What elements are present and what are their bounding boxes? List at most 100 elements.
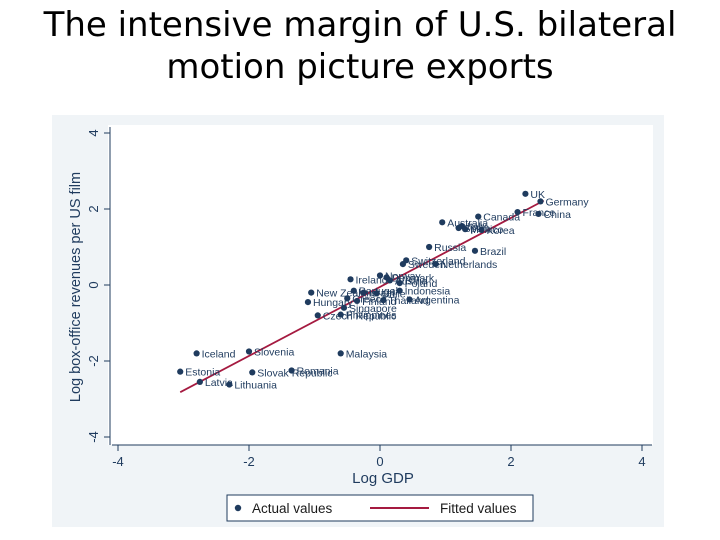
point-estonia <box>177 368 184 375</box>
point-sweden <box>399 261 407 268</box>
point-label-slovenia: Slovenia <box>254 347 294 359</box>
point-label-israel: Israel <box>369 288 395 300</box>
point-singapore <box>340 304 348 311</box>
point-label-france: France <box>523 207 556 219</box>
slide-title: The intensive margin of U.S. bilateral m… <box>0 4 720 88</box>
point-label-sweden: Sweden <box>408 259 446 271</box>
point-indonesia <box>396 287 403 294</box>
point-slovenia <box>245 348 253 355</box>
point-ireland <box>347 276 354 283</box>
point-germany <box>537 198 544 205</box>
y-tick-label: 2 <box>86 205 101 212</box>
chart-frame: -4 -2 0 2 4 -4 -2 0 2 4 UK Germany France China Canad… <box>52 115 664 527</box>
point-label-spain: Spain <box>464 223 491 235</box>
point-label-estonia: Estonia <box>185 367 220 379</box>
point-netherlands <box>432 261 439 268</box>
point-austria <box>386 277 393 284</box>
legend-marker-actual <box>234 504 242 512</box>
point-lithuania <box>226 381 233 388</box>
point-canada <box>475 213 482 220</box>
point-label-new-zealand: New Zealand <box>316 288 378 300</box>
point-czech-republic <box>314 312 321 319</box>
point-label-china: China <box>544 209 572 221</box>
point-label-malaysia: Malaysia <box>346 348 388 360</box>
x-tick-label: 4 <box>638 454 645 469</box>
point-israel <box>360 289 367 296</box>
point-label-hungary: Hungary <box>313 297 353 309</box>
plot-area <box>108 125 653 445</box>
point-label-austria: Austria <box>395 275 428 287</box>
point-norway <box>376 272 384 279</box>
point-russia <box>426 243 433 251</box>
point-label-greece: Greece <box>352 293 387 305</box>
point-slovak-republic <box>249 369 256 376</box>
point-label-uk: UK <box>530 189 545 201</box>
point-greece <box>344 295 351 302</box>
point-label-slovak-republic: Slovak Republic <box>257 367 332 379</box>
point-new-zealand <box>308 289 315 296</box>
point-hungary <box>304 299 312 306</box>
point-china <box>535 210 542 218</box>
x-tick-label: 0 <box>376 454 383 469</box>
point-argentina <box>406 296 413 303</box>
point-label-philippines: Philippines <box>346 310 397 322</box>
point-label-thailand: Thailand <box>388 295 428 307</box>
point-label-germany: Germany <box>545 196 589 208</box>
point-label-poland: Poland <box>405 278 438 290</box>
point-korea <box>478 226 485 233</box>
point-romania <box>288 367 295 374</box>
point-label-mexico: Mexico <box>470 224 503 236</box>
point-label-latvia: Latvia <box>205 377 233 389</box>
point-label-russia: Russia <box>434 242 466 254</box>
x-axis-title: Log GDP <box>352 470 414 487</box>
point-uk <box>522 190 529 197</box>
point-latvia <box>196 378 203 385</box>
point-label-norway: Norway <box>385 271 421 283</box>
point-label-chile: Chile <box>382 288 406 300</box>
point-label-singapore: Singapore <box>349 303 397 315</box>
axes: -4 -2 0 2 4 -4 -2 0 2 4 <box>86 127 652 469</box>
point-poland <box>396 280 403 287</box>
point-australia <box>439 219 446 226</box>
legend-label-fitted: Fitted values <box>440 501 517 516</box>
point-france <box>514 208 521 216</box>
point-label-czech-republic: Czech Republic <box>323 310 397 322</box>
point-label-brazil: Brazil <box>480 246 506 258</box>
point-chile <box>373 290 380 297</box>
point-label-korea: Korea <box>487 225 515 237</box>
point-label-iceland: Iceland <box>202 348 236 360</box>
point-label-switzerland: Switzerland <box>411 255 465 267</box>
point-portugal <box>350 287 357 294</box>
point-philippines <box>337 311 344 318</box>
point-label-argentina: Argentina <box>414 294 459 306</box>
fitted-line <box>179 199 545 393</box>
slide-title-line-1: The intensive margin of U.S. bilateral <box>43 5 677 45</box>
point-label-romania: Romania <box>297 366 339 378</box>
point-label-italy: Italy <box>467 221 487 233</box>
point-finland <box>353 297 361 305</box>
point-label-lithuania: Lithuania <box>234 380 277 392</box>
point-label-canada: Canada <box>483 212 520 224</box>
slide-title-line-2: motion picture exports <box>166 47 554 87</box>
legend: Actual values Fitted values <box>226 494 534 522</box>
point-iceland <box>193 350 200 357</box>
point-brazil <box>471 247 479 254</box>
x-tick-label: 2 <box>507 454 514 469</box>
point-mexico <box>462 226 469 233</box>
point-spain <box>455 224 462 232</box>
fitted-line-layer <box>179 199 545 393</box>
point-label-finland: Finland <box>362 296 397 308</box>
point-label-australia: Australia <box>447 217 488 229</box>
y-tick-label: 4 <box>86 129 101 136</box>
point-label-portugal: Portugal <box>359 286 398 298</box>
point-label-denmark: Denmark <box>392 272 435 284</box>
point-label-ireland: Ireland <box>356 274 388 286</box>
point-label-netherlands: Netherlands <box>441 259 498 271</box>
y-tick-label: 0 <box>86 281 101 288</box>
x-tick-label: -4 <box>112 454 124 469</box>
legend-label-actual: Actual values <box>252 501 333 516</box>
point-thailand <box>380 297 387 304</box>
point-label-indonesia: Indonesia <box>405 286 451 298</box>
